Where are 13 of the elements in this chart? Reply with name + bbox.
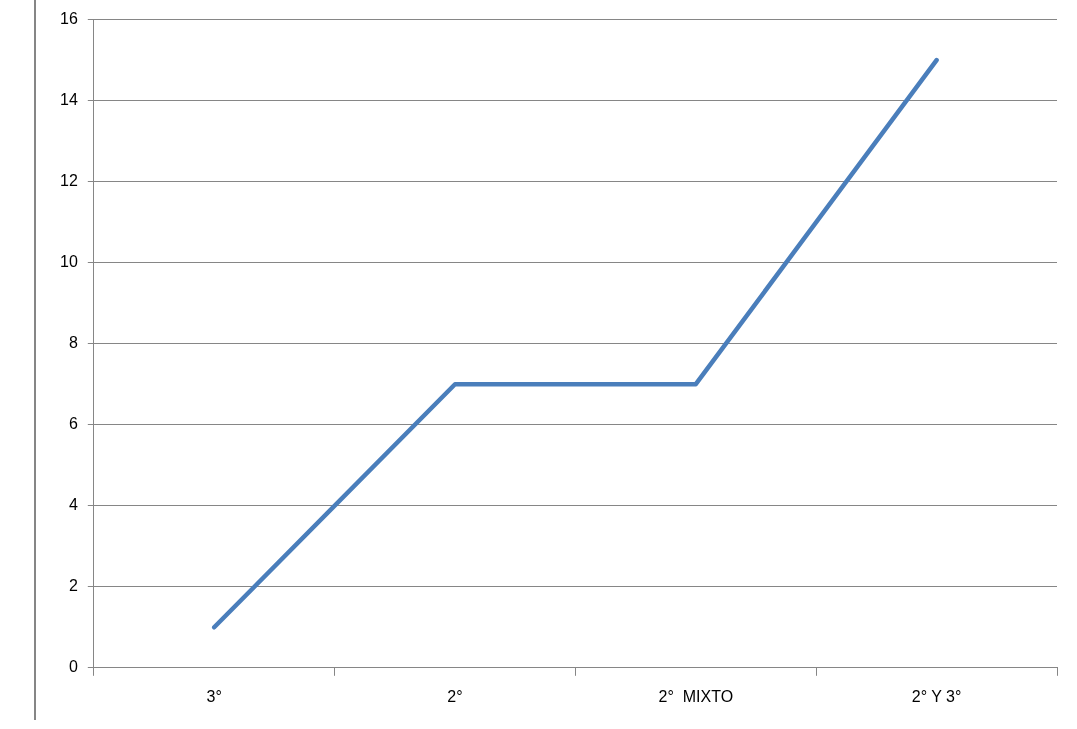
y-tick-label: 0 (68, 658, 78, 676)
y-tick-label: 16 (60, 10, 78, 28)
x-tick-label: 2° (447, 687, 463, 705)
x-tick-label: 3° (206, 687, 222, 705)
y-tick-label: 4 (68, 496, 78, 514)
y-tick-label: 8 (68, 334, 78, 352)
x-tick-label: 2° MIXTO (658, 687, 734, 705)
y-tick-label: 12 (60, 172, 78, 190)
x-tick-label: 2° Y 3° (911, 687, 962, 705)
y-tick-label: 6 (68, 415, 78, 433)
y-tick-label: 2 (68, 577, 78, 595)
y-tick-label: 10 (60, 253, 78, 271)
y-tick-label: 14 (60, 91, 78, 109)
